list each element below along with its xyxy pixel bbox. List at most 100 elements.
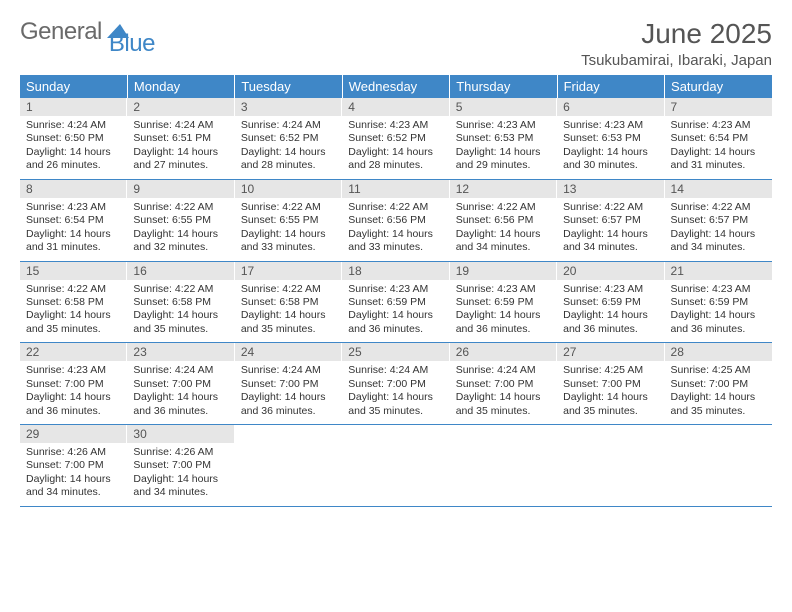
sunrise-line: Sunrise: 4:22 AM [133,283,228,296]
sunset-line: Sunset: 6:53 PM [456,132,551,145]
day-number: 1 [20,98,127,116]
sunset-line: Sunset: 6:55 PM [241,214,336,227]
day-content [450,429,557,491]
day-cell: 25 Sunrise: 4:24 AMSunset: 7:00 PMDayligh… [342,343,449,425]
day-cell: 23Sunrise: 4:24 AMSunset: 7:00 PMDayligh… [127,343,234,425]
day-content: Sunrise: 4:22 AMSunset: 6:56 PMDaylight:… [342,198,449,261]
daylight-line: Daylight: 14 hours and 36 minutes. [456,309,551,336]
sunset-line: Sunset: 7:00 PM [671,378,766,391]
day-cell: 16Sunrise: 4:22 AMSunset: 6:58 PMDayligh… [127,261,234,343]
day-cell: 20Sunrise: 4:23 AMSunset: 6:59 PMDayligh… [557,261,664,343]
day-number: 14 [665,180,772,198]
sunset-line: Sunset: 7:00 PM [348,378,443,391]
header: General Blue June 2025 Tsukubamirai, Iba… [20,18,772,69]
daylight-line: Daylight: 14 hours and 35 minutes. [26,309,121,336]
daylight-line: Daylight: 14 hours and 32 minutes. [133,228,228,255]
sunset-line: Sunset: 6:59 PM [563,296,658,309]
daylight-line: Daylight: 14 hours and 36 minutes. [133,391,228,418]
dow-tuesday: Tuesday [235,75,342,98]
title-block: June 2025 Tsukubamirai, Ibaraki, Japan [581,18,772,69]
day-content: Sunrise: 4:23 AMSunset: 6:59 PMDaylight:… [450,280,557,343]
day-cell [450,425,557,507]
daylight-line: Daylight: 14 hours and 28 minutes. [348,146,443,173]
day-number: 27 [557,343,664,361]
day-content: Sunrise: 4:24 AMSunset: 7:00 PMDaylight:… [127,361,234,424]
sunrise-line: Sunrise: 4:22 AM [348,201,443,214]
day-cell: 26Sunrise: 4:24 AMSunset: 7:00 PMDayligh… [450,343,557,425]
day-cell [557,425,664,507]
day-content: Sunrise: 4:26 AMSunset: 7:00 PMDaylight:… [20,443,127,506]
daylight-line: Daylight: 14 hours and 26 minutes. [26,146,121,173]
week-row: 15Sunrise: 4:22 AMSunset: 6:58 PMDayligh… [20,261,772,343]
dow-wednesday: Wednesday [342,75,449,98]
day-cell: 30Sunrise: 4:26 AMSunset: 7:00 PMDayligh… [127,425,234,507]
sunrise-line: Sunrise: 4:23 AM [26,201,121,214]
day-content [557,429,664,491]
week-row: 1Sunrise: 4:24 AMSunset: 6:50 PMDaylight… [20,98,772,179]
day-number: 20 [557,262,664,280]
day-number: 9 [127,180,234,198]
day-cell [342,425,449,507]
day-number: 11 [342,180,449,198]
day-content [665,429,772,491]
day-number: 25 [342,343,449,361]
sunrise-line: Sunrise: 4:22 AM [563,201,658,214]
day-cell: 10Sunrise: 4:22 AMSunset: 6:55 PMDayligh… [235,179,342,261]
logo: General Blue [20,18,177,46]
daylight-line: Daylight: 14 hours and 34 minutes. [671,228,766,255]
day-content: Sunrise: 4:24 AMSunset: 6:51 PMDaylight:… [127,116,234,179]
day-number: 30 [127,425,234,443]
day-cell: 3Sunrise: 4:24 AMSunset: 6:52 PMDaylight… [235,98,342,179]
daylight-line: Daylight: 14 hours and 35 minutes. [348,391,443,418]
sunset-line: Sunset: 7:00 PM [26,378,121,391]
day-content [342,429,449,491]
sunrise-line: Sunrise: 4:22 AM [241,283,336,296]
dow-friday: Friday [557,75,664,98]
sunset-line: Sunset: 7:00 PM [133,378,228,391]
day-number: 21 [665,262,772,280]
sunrise-line: Sunrise: 4:24 AM [26,119,121,132]
day-cell: 13Sunrise: 4:22 AMSunset: 6:57 PMDayligh… [557,179,664,261]
location: Tsukubamirai, Ibaraki, Japan [581,52,772,69]
sunrise-line: Sunrise: 4:23 AM [26,364,121,377]
sunset-line: Sunset: 7:00 PM [563,378,658,391]
sunrise-line: Sunrise: 4:24 AM [241,119,336,132]
daylight-line: Daylight: 14 hours and 35 minutes. [133,309,228,336]
day-cell [235,425,342,507]
sunset-line: Sunset: 6:59 PM [456,296,551,309]
day-content: Sunrise: 4:25 AMSunset: 7:00 PMDaylight:… [665,361,772,424]
week-row: 22Sunrise: 4:23 AMSunset: 7:00 PMDayligh… [20,343,772,425]
daylight-line: Daylight: 14 hours and 35 minutes. [456,391,551,418]
sunrise-line: Sunrise: 4:23 AM [563,283,658,296]
day-cell: 29Sunrise: 4:26 AMSunset: 7:00 PMDayligh… [20,425,127,507]
sunrise-line: Sunrise: 4:25 AM [671,364,766,377]
sunrise-line: Sunrise: 4:24 AM [348,364,443,377]
day-number: 7 [665,98,772,116]
sunrise-line: Sunrise: 4:26 AM [133,446,228,459]
day-cell: 22Sunrise: 4:23 AMSunset: 7:00 PMDayligh… [20,343,127,425]
calendar-table: Sunday Monday Tuesday Wednesday Thursday… [20,75,772,507]
day-cell: 24Sunrise: 4:24 AMSunset: 7:00 PMDayligh… [235,343,342,425]
sunset-line: Sunset: 6:59 PM [671,296,766,309]
month-title: June 2025 [581,18,772,50]
sunrise-line: Sunrise: 4:23 AM [671,283,766,296]
day-cell: 6Sunrise: 4:23 AMSunset: 6:53 PMDaylight… [557,98,664,179]
day-cell [665,425,772,507]
sunset-line: Sunset: 6:50 PM [26,132,121,145]
day-number: 3 [235,98,342,116]
week-row: 29Sunrise: 4:26 AMSunset: 7:00 PMDayligh… [20,425,772,507]
day-cell: 15Sunrise: 4:22 AMSunset: 6:58 PMDayligh… [20,261,127,343]
daylight-line: Daylight: 14 hours and 33 minutes. [241,228,336,255]
day-content: Sunrise: 4:22 AMSunset: 6:57 PMDaylight:… [557,198,664,261]
sunrise-line: Sunrise: 4:22 AM [671,201,766,214]
sunset-line: Sunset: 6:58 PM [241,296,336,309]
day-cell: 19Sunrise: 4:23 AMSunset: 6:59 PMDayligh… [450,261,557,343]
day-number: 4 [342,98,449,116]
sunset-line: Sunset: 6:59 PM [348,296,443,309]
daylight-line: Daylight: 14 hours and 35 minutes. [241,309,336,336]
day-cell: 12Sunrise: 4:22 AMSunset: 6:56 PMDayligh… [450,179,557,261]
day-number: 6 [557,98,664,116]
sunrise-line: Sunrise: 4:22 AM [26,283,121,296]
sunrise-line: Sunrise: 4:25 AM [563,364,658,377]
dow-thursday: Thursday [450,75,557,98]
